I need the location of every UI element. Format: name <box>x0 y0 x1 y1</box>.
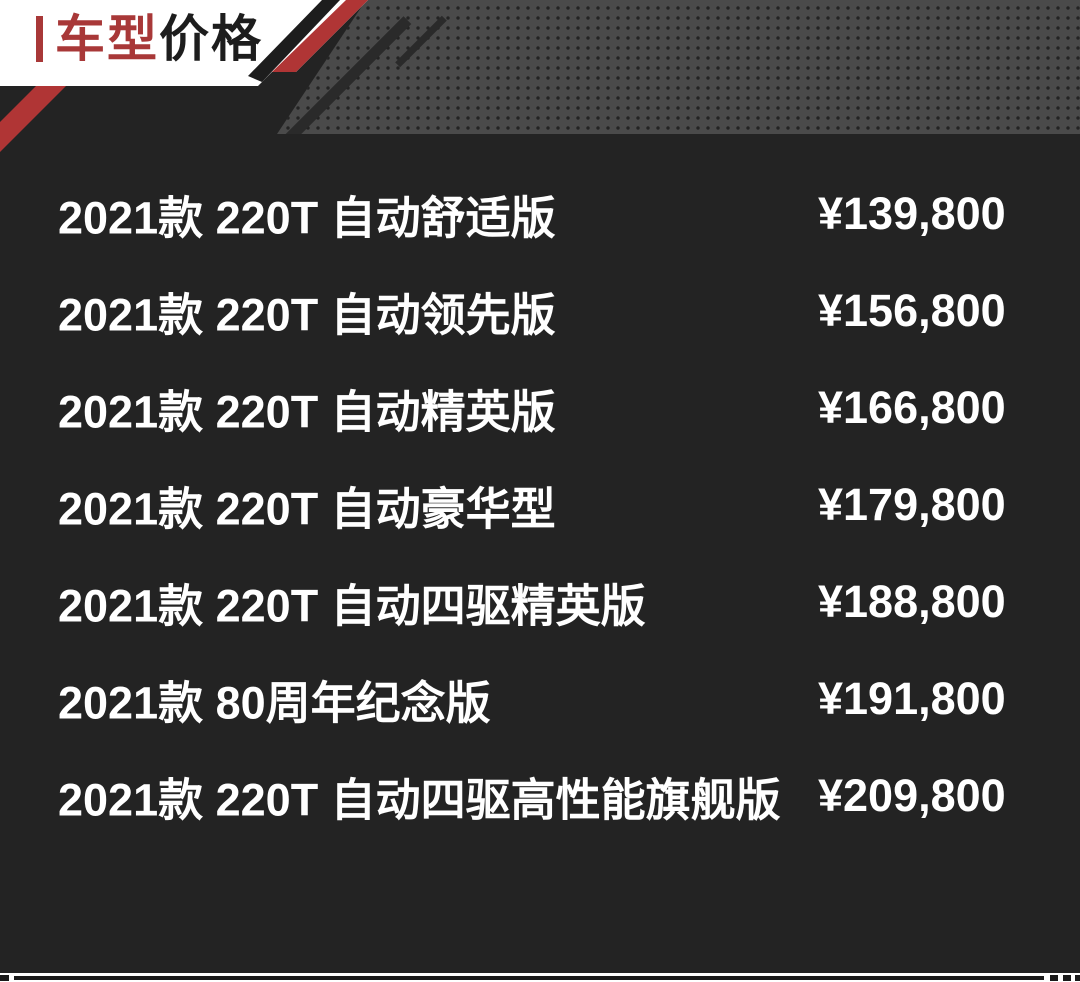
footer-square <box>0 975 9 981</box>
model-name: 2021款 220T 自动豪华型 <box>58 483 556 534</box>
table-row: 2021款 220T 自动豪华型 ¥179,800 <box>0 456 1080 553</box>
model-name: 2021款 220T 自动四驱精英版 <box>58 580 646 631</box>
table-row: 2021款 220T 自动精英版 ¥166,800 <box>0 359 1080 456</box>
title-accent-bar <box>36 16 43 62</box>
table-row: 2021款 220T 自动舒适版 ¥139,800 <box>0 165 1080 262</box>
model-price: ¥179,800 <box>818 478 1006 530</box>
table-row: 2021款 220T 自动四驱精英版 ¥188,800 <box>0 553 1080 650</box>
table-row: 2021款 80周年纪念版 ¥191,800 <box>0 650 1080 747</box>
model-name: 2021款 220T 自动四驱高性能旗舰版 <box>58 774 781 825</box>
model-name: 2021款 220T 自动精英版 <box>58 386 556 437</box>
table-row: 2021款 220T 自动四驱高性能旗舰版 ¥209,800 <box>0 747 1080 844</box>
page-title: 车型价格 <box>55 8 263 70</box>
table-row: 2021款 220T 自动领先版 ¥156,800 <box>0 262 1080 359</box>
page-title-red: 车型 <box>55 11 159 67</box>
footer-rule <box>0 973 1080 982</box>
model-price: ¥191,800 <box>818 672 1006 724</box>
page-title-black: 价格 <box>159 11 263 67</box>
model-price: ¥156,800 <box>818 284 1006 336</box>
model-name: 2021款 220T 自动舒适版 <box>58 192 556 243</box>
footer-square <box>1075 975 1080 981</box>
footer-line <box>14 976 1044 980</box>
model-name: 2021款 80周年纪念版 <box>58 677 491 728</box>
price-table: 2021款 220T 自动舒适版 ¥139,800 2021款 220T 自动领… <box>0 165 1080 844</box>
model-price: ¥188,800 <box>818 575 1006 627</box>
model-price: ¥209,800 <box>818 769 1006 821</box>
footer-square <box>1050 975 1058 981</box>
model-price: ¥166,800 <box>818 381 1006 433</box>
model-name: 2021款 220T 自动领先版 <box>58 289 556 340</box>
model-price: ¥139,800 <box>818 187 1006 239</box>
footer-square <box>1063 975 1071 981</box>
